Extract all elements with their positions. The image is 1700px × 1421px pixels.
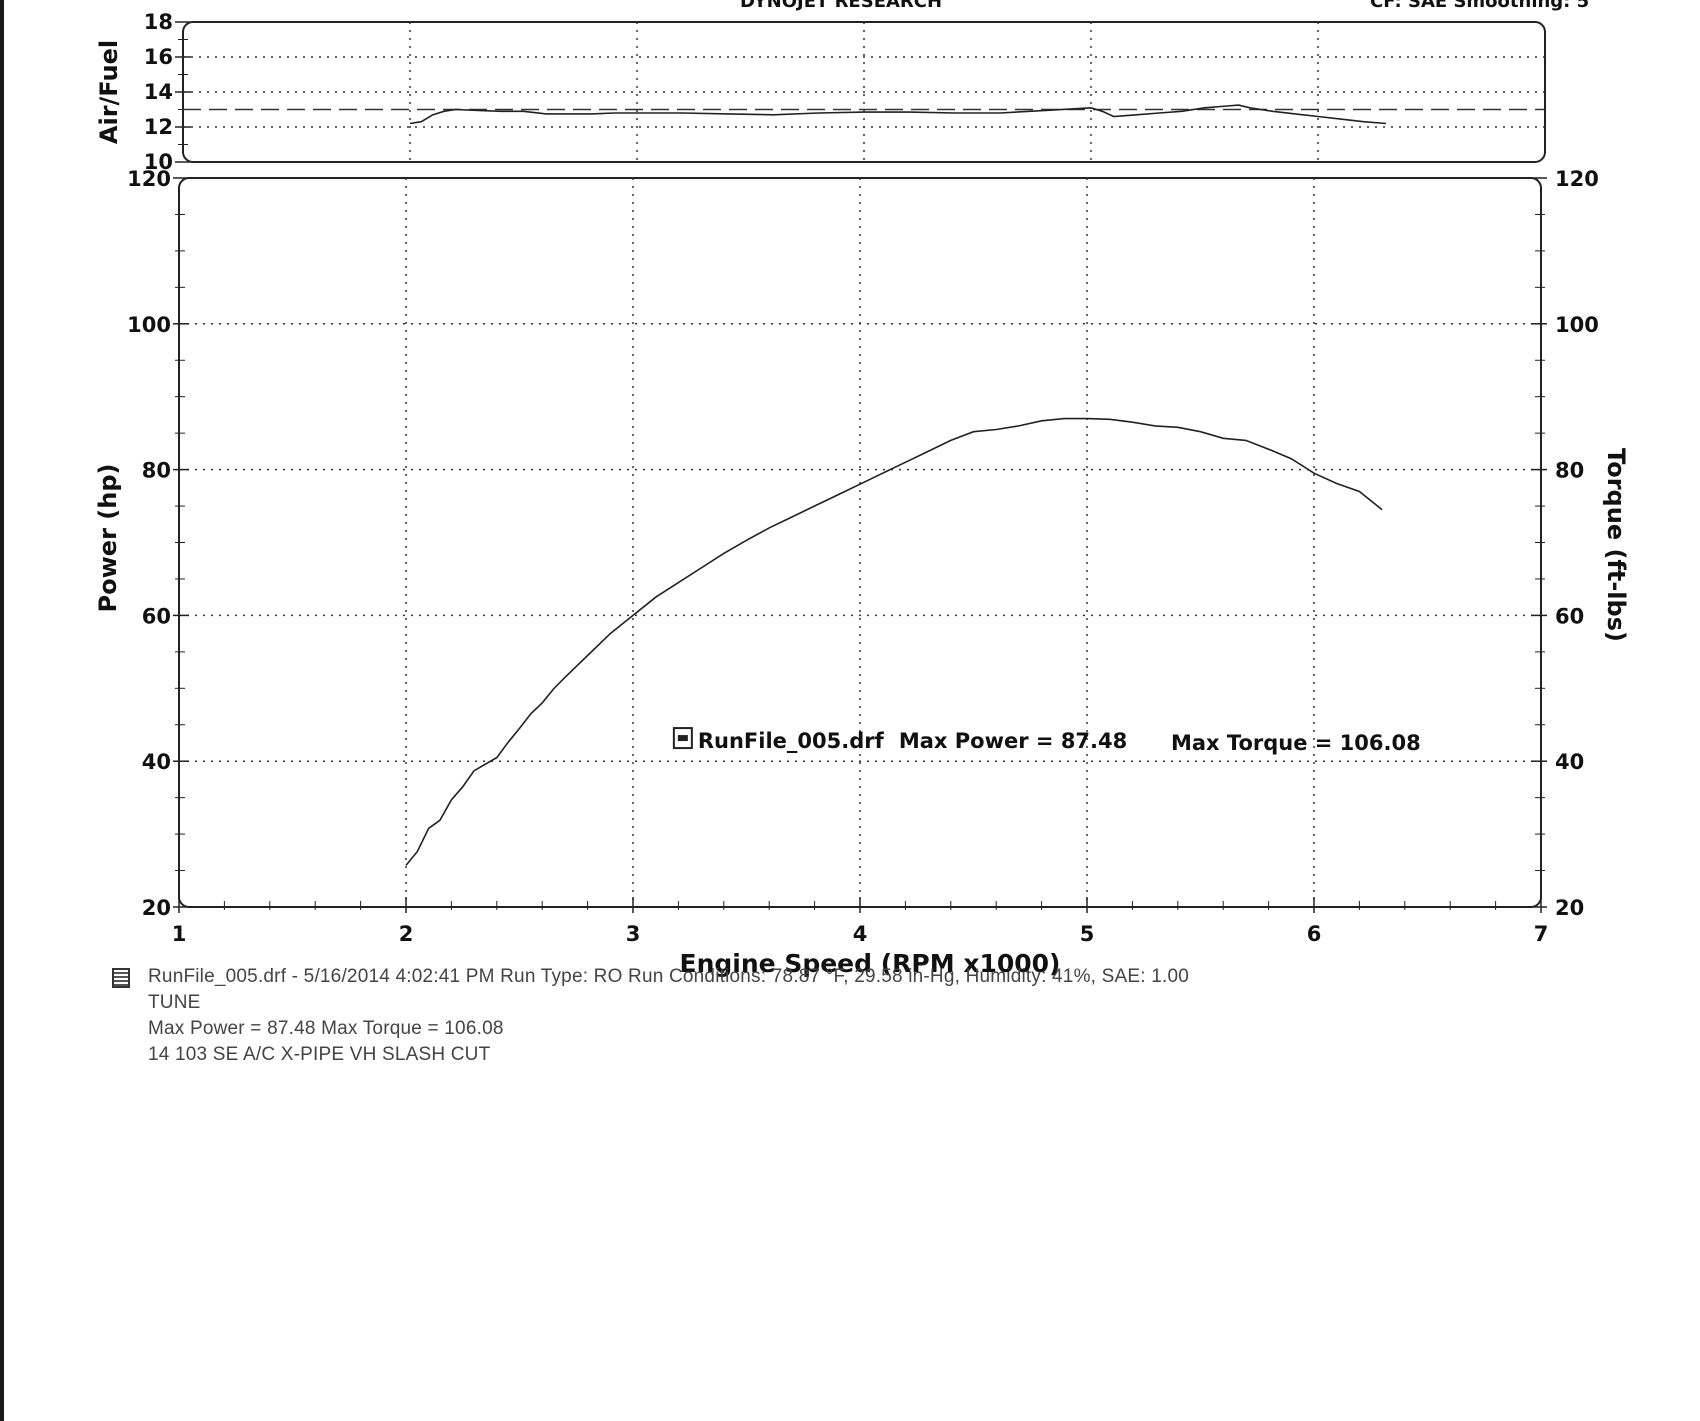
air-fuel-tick-label: 12 <box>144 115 173 139</box>
power-series-line <box>405 417 1383 866</box>
air-fuel-panel: 10 12 14 16 18 Air/Fuel <box>95 10 1546 174</box>
air-fuel-series-line <box>409 104 1387 125</box>
air-fuel-axis-label: Air/Fuel <box>95 40 123 144</box>
x-axis-tick-label: 3 <box>626 922 641 946</box>
power-axis-tick-label: 20 <box>142 896 171 920</box>
power-axis-tick-label: 40 <box>142 750 171 774</box>
x-axis-tick-label: 1 <box>172 922 187 946</box>
torque-axis-tick-label: 100 <box>1555 313 1599 337</box>
power-axis-tick-label: 80 <box>142 459 171 483</box>
x-axis-tick-label: 4 <box>853 922 868 946</box>
power-torque-frame <box>178 177 1542 908</box>
caption-max-values: Max Power = 87.48 Max Torque = 106.08 <box>148 1018 504 1039</box>
air-fuel-tick-label: 18 <box>144 10 173 34</box>
annotation-file-name: RunFile_005.drf <box>698 729 885 753</box>
torque-axis-tick-label: 40 <box>1555 750 1584 774</box>
x-axis-tick-label: 6 <box>1307 922 1322 946</box>
air-fuel-tick-label: 16 <box>144 45 173 69</box>
x-axis-tick-label: 2 <box>399 922 414 946</box>
torque-axis-tick-label: 20 <box>1555 896 1584 920</box>
annotation-max-torque: Max Torque = 106.08 <box>1171 731 1421 755</box>
power-torque-panel: 1 2 3 4 5 6 72040608010012020406080100120RunFi… <box>94 167 1630 978</box>
power-axis-label: Power (hp) <box>94 464 122 613</box>
torque-axis-label: Torque (ft-lbs) <box>1602 448 1630 642</box>
x-axis-tick-label: 7 <box>1534 922 1549 946</box>
power-axis-tick-label: 120 <box>127 167 171 191</box>
scan-edge-bar <box>0 0 4 1421</box>
torque-axis-tick-label: 80 <box>1555 459 1584 483</box>
run-file-icon <box>112 968 130 988</box>
torque-axis-tick-label: 60 <box>1555 604 1584 628</box>
header-center-title: DYNOJET RESEARCH <box>740 0 943 12</box>
caption-run-info: RunFile_005.drf - 5/16/2014 4:02:41 PM R… <box>148 966 1189 987</box>
x-axis-tick-label: 5 <box>1080 922 1095 946</box>
air-fuel-tick-label: 14 <box>144 80 173 104</box>
torque-axis-tick-label: 120 <box>1555 167 1599 191</box>
power-axis-tick-label: 100 <box>127 313 171 337</box>
caption-tune: TUNE <box>148 992 201 1013</box>
power-axis-tick-label: 60 <box>142 604 171 628</box>
header-right-title: CF: SAE Smoothing: 5 <box>1370 0 1590 12</box>
air-fuel-tick-label: 10 <box>144 150 173 174</box>
annotation-max-power: Max Power = 87.48 <box>899 729 1127 753</box>
x-axis-label: Engine Speed (RPM x1000) <box>680 949 1061 978</box>
caption-vehicle-notes: 14 103 SE A/C X-PIPE VH SLASH CUT <box>148 1044 491 1065</box>
